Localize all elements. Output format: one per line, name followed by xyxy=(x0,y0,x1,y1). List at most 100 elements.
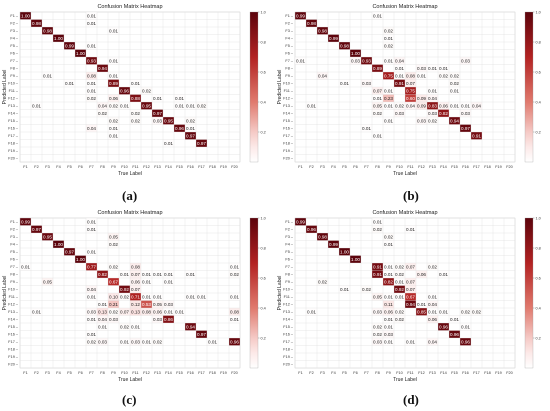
cell-label: 0.04 xyxy=(428,302,437,307)
y-tick-label: F20 – xyxy=(283,157,294,161)
cell-label: 0.01 xyxy=(153,96,162,101)
heatmap-cell xyxy=(372,64,383,72)
cell-label: 0.02 xyxy=(153,339,162,344)
heatmap-cell xyxy=(383,300,394,308)
y-tick-label: F7 – xyxy=(10,59,18,63)
panel-label-a: (a) xyxy=(122,188,138,203)
heatmap-cell xyxy=(130,79,141,87)
heatmap-cell xyxy=(119,270,130,278)
cell-label: 0.03 xyxy=(417,66,426,71)
heatmap-cell xyxy=(394,64,405,72)
heatmap-cell xyxy=(383,72,394,80)
cell-label: 0.99 xyxy=(296,219,305,224)
cell-label: 0.01 xyxy=(208,339,217,344)
x-axis-label: True Label xyxy=(393,171,417,177)
x-tick-label: F7 xyxy=(364,165,368,169)
colorbar-tick-label: 0.2 xyxy=(536,336,541,340)
cell-label: 0.02 xyxy=(373,111,382,116)
x-tick-label: F1 xyxy=(23,371,27,375)
y-tick-label: F10 – xyxy=(8,82,19,86)
heatmap-cell xyxy=(471,132,482,140)
heatmap-cell xyxy=(130,109,141,117)
cell-label: 0.07 xyxy=(406,287,415,292)
cell-label: 0.01 xyxy=(439,309,448,314)
heatmap-cell xyxy=(119,285,130,293)
colorbar-tick-label: 0.8 xyxy=(261,40,266,44)
heatmap-cell xyxy=(438,109,449,117)
heatmap-cell xyxy=(394,102,405,110)
heatmap-cell xyxy=(42,278,53,286)
y-tick-label: F14 – xyxy=(283,112,294,116)
cell-label: 0.02 xyxy=(131,111,140,116)
x-tick-label: F16 xyxy=(462,371,469,375)
heatmap-cell xyxy=(130,94,141,102)
cell-label: 0.98 xyxy=(307,21,316,26)
heatmap-cell xyxy=(86,248,97,256)
heatmap-cell xyxy=(427,94,438,102)
colorbar-tick-label: 0.6 xyxy=(261,70,266,74)
y-tick-label: F7 – xyxy=(285,59,293,63)
cell-label: 0.97 xyxy=(153,111,162,116)
cell-label: 0.01 xyxy=(384,36,393,41)
heatmap-cell xyxy=(361,285,372,293)
cell-label: 0.01 xyxy=(384,272,393,277)
heatmap-cell xyxy=(86,330,97,338)
y-tick-label: F15 – xyxy=(283,119,294,123)
cell-label: 0.86 xyxy=(164,317,173,322)
y-tick-label: F2 – xyxy=(10,228,18,232)
cell-label: 0.01 xyxy=(87,43,96,48)
cell-label: 0.91 xyxy=(373,272,382,277)
heatmap-cell xyxy=(405,102,416,110)
cell-label: 0.01 xyxy=(109,28,118,33)
heatmap-cell xyxy=(427,293,438,301)
x-tick-label: F1 xyxy=(23,165,27,169)
cell-label: 0.01 xyxy=(428,294,437,299)
y-tick-label: F8 – xyxy=(285,273,293,277)
heatmap-cell xyxy=(53,240,64,248)
heatmap-cell xyxy=(130,300,141,308)
heatmap-cell xyxy=(427,263,438,271)
cell-label: 0.67 xyxy=(109,279,118,284)
heatmap-cell xyxy=(405,225,416,233)
x-tick-label: F3 xyxy=(320,371,324,375)
heatmap-cell xyxy=(130,338,141,346)
heatmap-cell xyxy=(449,315,460,323)
cell-label: 0.02 xyxy=(428,264,437,269)
heatmap-cell xyxy=(394,72,405,80)
cell-label: 0.03 xyxy=(373,339,382,344)
y-tick-label: F10 – xyxy=(283,82,294,86)
y-tick-label: F12 – xyxy=(283,303,294,307)
x-tick-label: F14 xyxy=(165,165,172,169)
x-tick-label: F13 xyxy=(154,165,161,169)
y-tick-label: F4 – xyxy=(10,243,18,247)
x-tick-label: F4 xyxy=(331,165,335,169)
cell-label: 0.02 xyxy=(395,264,404,269)
x-tick-label: F18 xyxy=(209,371,216,375)
cell-label: 0.02 xyxy=(384,43,393,48)
cell-label: 0.98 xyxy=(32,21,41,26)
panel-b: Confusion Matrix Heatmap 0.99 0.01 0.98 0.98… xyxy=(275,0,550,205)
x-tick-label: F17 xyxy=(198,165,205,169)
cell-label: 0.03 xyxy=(87,309,96,314)
heatmap-cell xyxy=(405,87,416,95)
heatmap-cell xyxy=(42,27,53,35)
cell-label: 0.04 xyxy=(98,103,107,108)
cell-label: 0.95 xyxy=(43,234,52,239)
heatmap-cell xyxy=(119,323,130,331)
heatmap-cell xyxy=(460,308,471,316)
cell-label: 0.01 xyxy=(395,66,404,71)
heatmap-cell xyxy=(383,87,394,95)
y-tick-label: F17 – xyxy=(8,340,19,344)
y-tick-label: F7 – xyxy=(285,265,293,269)
heatmap-cell xyxy=(383,270,394,278)
heatmap-cell xyxy=(383,42,394,50)
x-tick-label: F8 xyxy=(100,165,104,169)
heatmap-cell xyxy=(405,300,416,308)
y-tick-label: F11 – xyxy=(9,89,19,93)
cell-label: 0.02 xyxy=(362,287,371,292)
heatmap-cell xyxy=(416,94,427,102)
cell-label: 0.01 xyxy=(373,96,382,101)
colorbar xyxy=(249,217,259,369)
cell-label: 0.01 xyxy=(87,81,96,86)
heatmap-cell xyxy=(372,338,383,346)
